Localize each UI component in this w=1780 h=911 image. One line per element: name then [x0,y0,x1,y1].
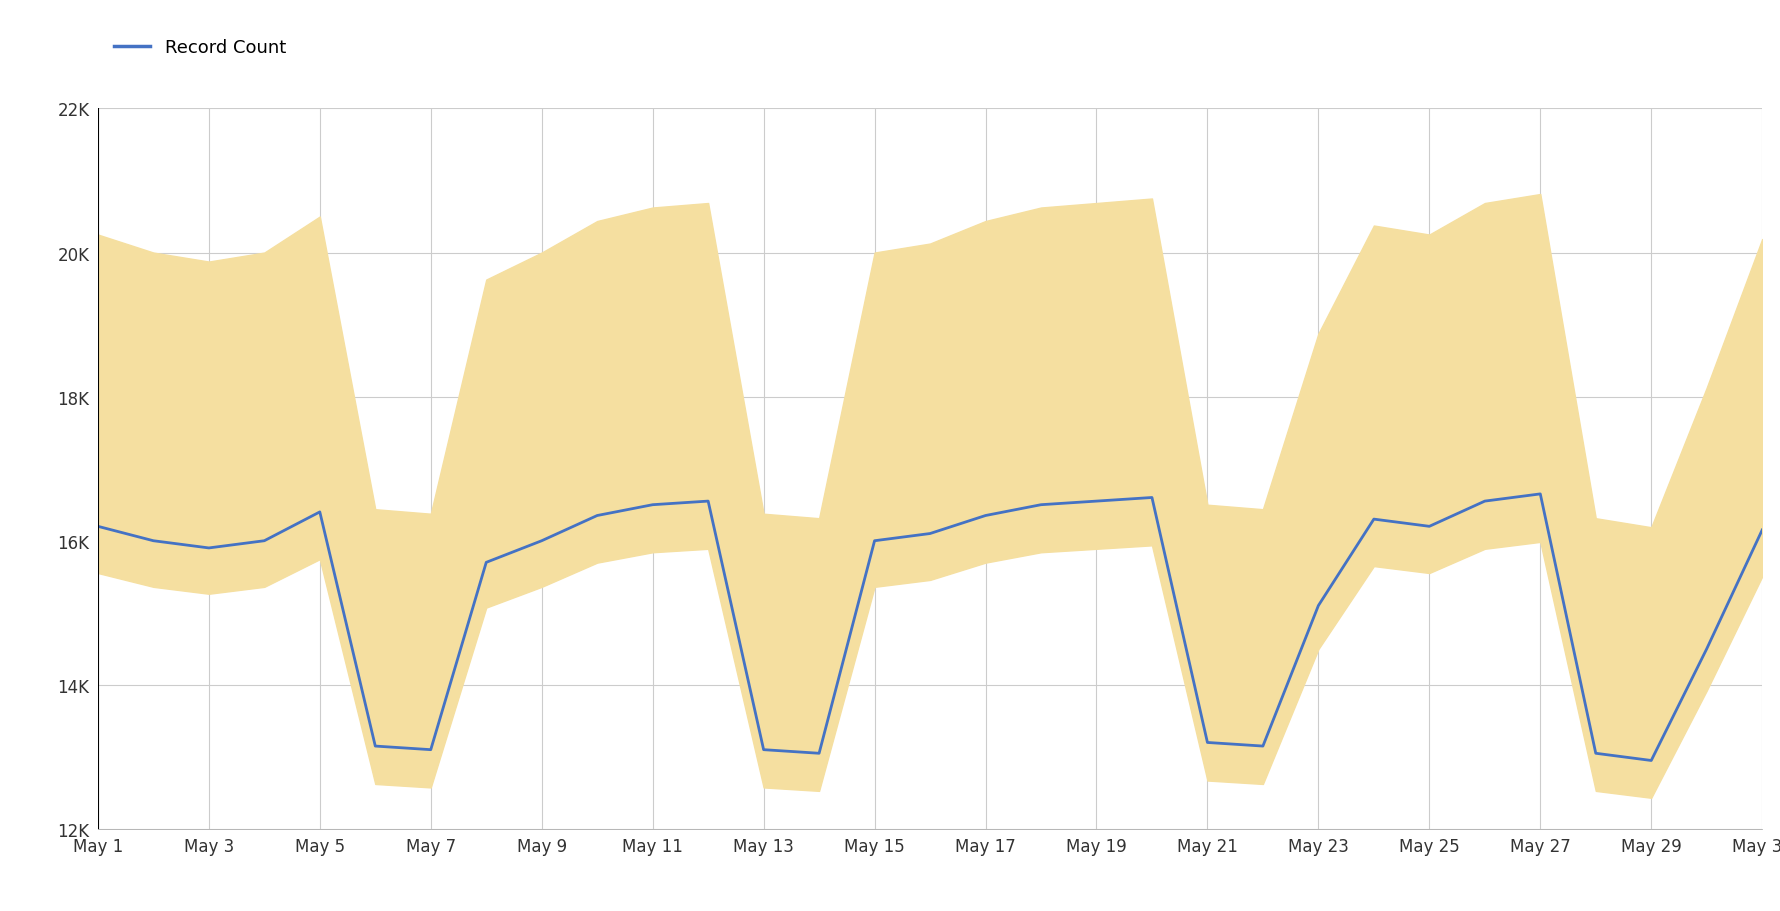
Legend: Record Count: Record Count [107,32,294,65]
